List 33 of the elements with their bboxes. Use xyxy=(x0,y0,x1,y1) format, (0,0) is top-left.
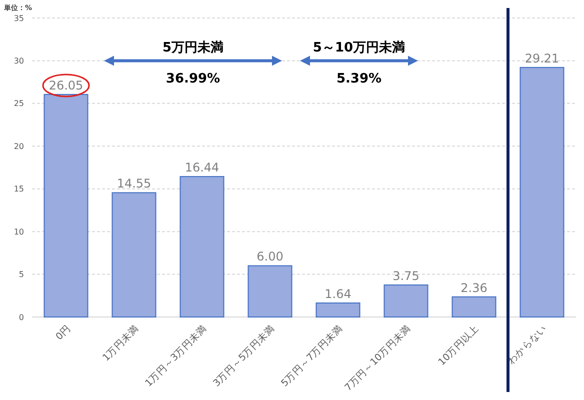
y-tick-label: 25 xyxy=(14,99,24,108)
annotation: 5～10万円未満 xyxy=(312,40,406,56)
y-tick-label: 15 xyxy=(14,184,24,194)
data-label: 29.21 xyxy=(524,51,560,66)
y-tick-label: 30 xyxy=(14,56,24,66)
bar xyxy=(112,192,156,318)
annotation: 5.39% xyxy=(336,72,382,87)
data-label: 6.00 xyxy=(256,250,284,264)
annotation: 5万円未満 xyxy=(162,40,224,56)
y-tick-label: 35 xyxy=(14,14,24,23)
x-tick-label: 1万円～3万円未満 xyxy=(142,322,210,390)
bar xyxy=(452,296,496,318)
y-tick-label: 20 xyxy=(14,142,24,151)
bar xyxy=(384,284,428,318)
bar xyxy=(520,66,564,318)
x-tick-label: 10万円以上 xyxy=(436,322,482,368)
x-tick-label: 0円 xyxy=(54,323,74,342)
bar xyxy=(316,302,360,318)
data-label: 26.05 xyxy=(48,78,84,92)
y-tick-label: 10 xyxy=(14,227,24,236)
data-label: 14.55 xyxy=(116,176,152,191)
y-tick-label: 0 xyxy=(18,312,24,322)
data-label: 3.75 xyxy=(392,268,420,283)
bar xyxy=(44,94,88,318)
bar xyxy=(180,176,224,318)
x-tick-label: 1万円未満 xyxy=(100,322,142,364)
x-tick-label: 3万円～5万円未満 xyxy=(210,322,278,390)
annotation: 36.99% xyxy=(166,72,220,87)
y-tick-label: 5 xyxy=(18,270,24,280)
data-label: 2.36 xyxy=(460,280,488,295)
data-label: 16.44 xyxy=(184,160,220,175)
data-label: 1.64 xyxy=(324,286,352,301)
bar xyxy=(248,265,292,318)
